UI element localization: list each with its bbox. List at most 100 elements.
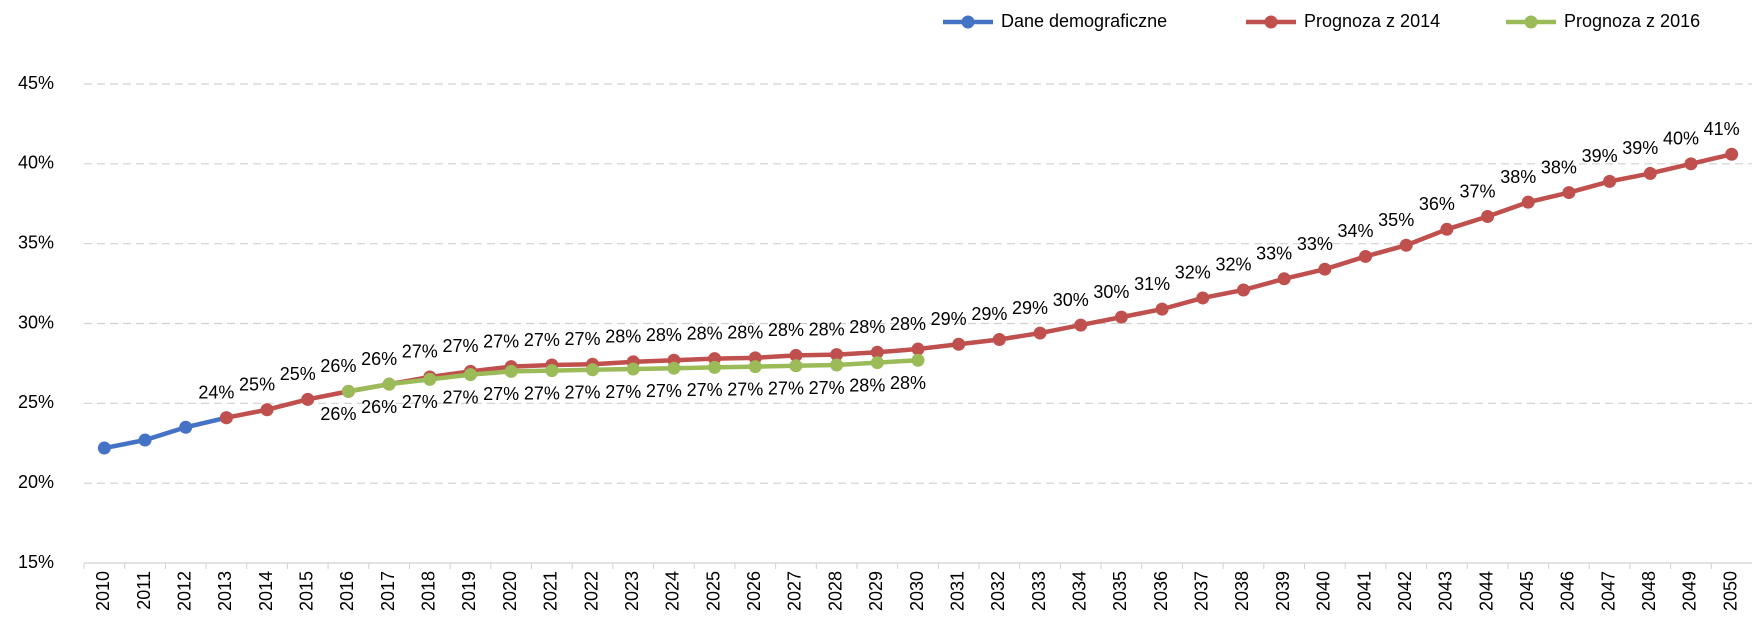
x-tick-label: 2024: [663, 571, 683, 611]
data-label: 35%: [1378, 210, 1414, 230]
data-label: 28%: [605, 327, 641, 347]
point: [992, 332, 1006, 346]
data-label: 27%: [483, 331, 519, 351]
point: [952, 337, 966, 351]
data-label: 26%: [361, 397, 397, 417]
data-label: 27%: [483, 384, 519, 404]
data-label: 27%: [809, 378, 845, 398]
point: [667, 361, 681, 375]
legend-marker: [1264, 15, 1278, 29]
point: [748, 360, 762, 374]
point: [219, 411, 233, 425]
data-label: 31%: [1134, 274, 1170, 294]
data-label: 36%: [1419, 194, 1455, 214]
y-tick-label: 30%: [18, 312, 54, 332]
y-tick-label: 20%: [18, 472, 54, 492]
point: [1318, 262, 1332, 276]
point: [1562, 186, 1576, 200]
x-tick-label: 2031: [947, 571, 967, 611]
data-label: 38%: [1500, 167, 1536, 187]
point: [382, 377, 396, 391]
point: [1603, 174, 1617, 188]
x-tick-label: 2049: [1680, 571, 1700, 611]
x-tick-label: 2043: [1436, 571, 1456, 611]
point: [1440, 222, 1454, 236]
point: [830, 358, 844, 372]
point: [1521, 195, 1535, 209]
x-tick-label: 2029: [866, 571, 886, 611]
data-label: 26%: [361, 349, 397, 369]
x-tick-label: 2042: [1395, 571, 1415, 611]
data-label: 27%: [687, 380, 723, 400]
data-label: 32%: [1175, 263, 1211, 283]
x-tick-label: 2034: [1069, 571, 1089, 611]
x-tick-label: 2032: [988, 571, 1008, 611]
data-label: 32%: [1215, 255, 1251, 275]
data-label: 41%: [1704, 119, 1740, 139]
data-label: 29%: [1012, 298, 1048, 318]
data-label: 27%: [605, 382, 641, 402]
point: [179, 420, 193, 434]
point: [870, 356, 884, 370]
data-label: 28%: [727, 323, 763, 343]
data-label: 39%: [1582, 146, 1618, 166]
data-label: 29%: [971, 304, 1007, 324]
x-tick-label: 2026: [744, 571, 764, 611]
data-label: 27%: [727, 379, 763, 399]
x-tick-label: 2030: [907, 571, 927, 611]
data-label: 30%: [1053, 290, 1089, 310]
x-tick-label: 2022: [581, 571, 601, 611]
y-tick-label: 25%: [18, 392, 54, 412]
point: [463, 368, 477, 382]
point: [1114, 310, 1128, 324]
point: [1684, 157, 1698, 171]
x-tick-label: 2047: [1598, 571, 1618, 611]
x-tick-label: 2021: [541, 571, 561, 611]
x-tick-label: 2012: [174, 571, 194, 611]
data-label: 25%: [239, 374, 275, 394]
data-label: 28%: [687, 323, 723, 343]
data-label: 29%: [931, 309, 967, 329]
x-tick-label: 2033: [1029, 571, 1049, 611]
data-label: 27%: [402, 342, 438, 362]
data-label: 27%: [646, 381, 682, 401]
x-tick-label: 2013: [215, 571, 235, 611]
point: [911, 342, 925, 356]
data-label: 28%: [890, 314, 926, 334]
point: [1236, 283, 1250, 297]
x-tick-label: 2017: [378, 571, 398, 611]
data-label: 27%: [402, 392, 438, 412]
data-label: 33%: [1297, 234, 1333, 254]
point: [708, 360, 722, 374]
point: [1399, 238, 1413, 252]
data-label: 28%: [768, 320, 804, 340]
point: [789, 348, 803, 362]
point: [545, 364, 559, 378]
data-label: 38%: [1541, 157, 1577, 177]
x-tick-label: 2010: [93, 571, 113, 611]
x-tick-label: 2048: [1639, 571, 1659, 611]
x-tick-label: 2046: [1558, 571, 1578, 611]
x-tick-label: 2025: [703, 571, 723, 611]
x-tick-label: 2037: [1192, 571, 1212, 611]
point: [1277, 272, 1291, 286]
x-tick-label: 2036: [1151, 571, 1171, 611]
data-label: 28%: [849, 317, 885, 337]
x-tick-label: 2041: [1354, 571, 1374, 611]
x-tick-label: 2015: [297, 571, 317, 611]
point: [97, 441, 111, 455]
legend-marker: [1524, 15, 1538, 29]
x-tick-label: 2038: [1232, 571, 1252, 611]
x-tick-label: 2011: [134, 571, 154, 610]
point: [1359, 249, 1373, 263]
x-tick-label: 2040: [1314, 571, 1334, 611]
data-label: 28%: [809, 319, 845, 339]
legend-marker: [961, 15, 975, 29]
legend-label: Prognoza z 2016: [1564, 11, 1700, 31]
data-label: 27%: [442, 387, 478, 407]
point: [504, 364, 518, 378]
point: [911, 353, 925, 367]
data-label: 27%: [524, 383, 560, 403]
point: [586, 363, 600, 377]
